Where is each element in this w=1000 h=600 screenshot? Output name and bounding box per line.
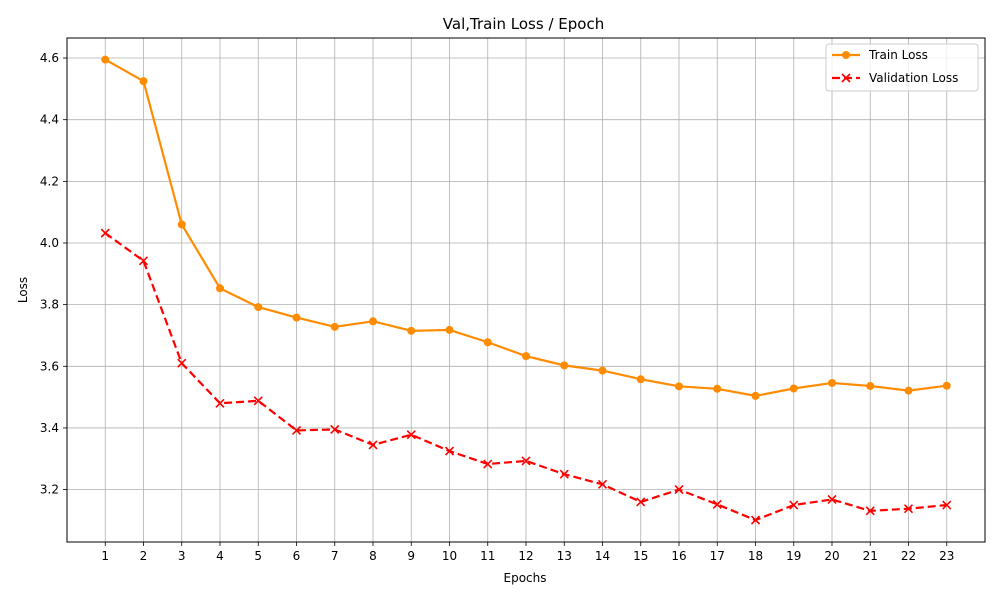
- x-tick-label: 4: [216, 549, 224, 563]
- data-point: [101, 55, 110, 64]
- y-tick-label: 3.4: [40, 421, 59, 435]
- y-tick-label: 4.6: [40, 51, 59, 65]
- series-validation-loss: [100, 228, 952, 525]
- x-axis-ticks: 1 2 3 4 5 6 7 8 9 10 11 12 13 14 15 16 17 18 19 20 21 22 23: [101, 542, 954, 563]
- x-tick-label: 10: [442, 549, 457, 563]
- x-tick-label: 23: [939, 549, 954, 563]
- data-point: [636, 375, 645, 384]
- data-point: [100, 228, 110, 238]
- y-tick-label: 3.2: [40, 483, 59, 497]
- data-point: [942, 381, 951, 390]
- y-tick-label: 3.6: [40, 359, 59, 373]
- x-tick-label: 15: [633, 549, 648, 563]
- legend-label: Train Loss: [868, 48, 928, 62]
- x-tick-label: 19: [786, 549, 801, 563]
- data-point: [828, 378, 836, 387]
- data-point: [789, 384, 798, 393]
- x-tick-label: 17: [710, 549, 725, 563]
- data-point: [750, 515, 761, 525]
- x-tick-label: 3: [178, 549, 186, 563]
- y-axis-ticks: 3.2 3.4 3.6 3.8 4.0 4.2 4.4 4.6: [40, 51, 67, 497]
- data-point: [522, 352, 530, 361]
- data-point: [369, 317, 377, 326]
- data-point: [713, 384, 722, 393]
- data-point: [560, 361, 569, 370]
- data-point: [330, 322, 339, 331]
- data-point: [904, 386, 913, 395]
- y-tick-label: 4.0: [40, 236, 59, 250]
- chart-title: Val,Train Loss / Epoch: [443, 15, 604, 33]
- y-tick-label: 4.2: [40, 174, 59, 188]
- data-point: [866, 382, 875, 391]
- legend: Train Loss Validation Loss: [825, 43, 979, 92]
- x-tick-label: 12: [518, 549, 533, 563]
- data-point: [330, 424, 340, 435]
- y-tick-label: 3.8: [40, 298, 59, 312]
- data-point: [827, 494, 837, 505]
- data-point: [789, 500, 799, 510]
- data-point: [559, 469, 569, 479]
- data-point: [216, 284, 224, 293]
- data-point: [675, 382, 683, 391]
- data-point: [483, 338, 492, 347]
- data-point: [598, 366, 607, 375]
- data-point: [407, 326, 416, 335]
- data-point: [751, 391, 760, 400]
- data-point: [368, 440, 378, 450]
- data-point: [138, 256, 149, 266]
- data-point: [865, 506, 875, 516]
- x-tick-label: 6: [293, 549, 301, 563]
- data-point: [597, 479, 608, 489]
- data-point: [445, 325, 454, 334]
- series-train-loss: [101, 55, 951, 400]
- data-point: [674, 485, 684, 495]
- x-tick-label: 8: [369, 549, 377, 563]
- x-tick-label: 2: [140, 549, 148, 563]
- series-layer: [100, 55, 952, 525]
- data-point: [253, 396, 263, 406]
- legend-marker: [841, 73, 851, 83]
- data-point: [215, 398, 225, 408]
- legend-items: Train Loss Validation Loss: [832, 48, 958, 85]
- x-axis-label: Epochs: [504, 571, 547, 585]
- y-axis-label: Loss: [16, 277, 30, 303]
- data-point: [483, 459, 493, 469]
- data-point: [291, 425, 302, 435]
- grid: [67, 38, 985, 542]
- data-point: [521, 456, 531, 466]
- data-point: [177, 358, 187, 368]
- x-tick-label: 13: [557, 549, 572, 563]
- data-point: [942, 500, 952, 510]
- data-point: [406, 430, 416, 440]
- x-tick-label: 22: [901, 549, 916, 563]
- x-tick-label: 11: [480, 549, 495, 563]
- legend-label: Validation Loss: [869, 71, 958, 85]
- data-point: [254, 303, 263, 312]
- y-tick-label: 4.4: [40, 113, 59, 127]
- data-point: [177, 220, 186, 229]
- data-point: [444, 446, 455, 456]
- data-point: [139, 77, 148, 86]
- data-point: [636, 497, 646, 507]
- x-tick-label: 1: [101, 549, 109, 563]
- x-tick-label: 16: [671, 549, 686, 563]
- x-tick-label: 9: [407, 549, 415, 563]
- data-point: [712, 499, 722, 509]
- legend-box: [825, 43, 979, 92]
- legend-marker: [842, 51, 850, 59]
- data-point: [292, 313, 301, 322]
- x-tick-label: 14: [595, 549, 610, 563]
- x-tick-label: 5: [254, 549, 262, 563]
- legend-item: Validation Loss: [832, 71, 958, 85]
- legend-item: Train Loss: [832, 48, 928, 62]
- x-tick-label: 7: [331, 549, 339, 563]
- x-tick-label: 20: [824, 549, 839, 563]
- x-tick-label: 18: [748, 549, 763, 563]
- data-point: [903, 504, 914, 514]
- x-tick-label: 21: [863, 549, 878, 563]
